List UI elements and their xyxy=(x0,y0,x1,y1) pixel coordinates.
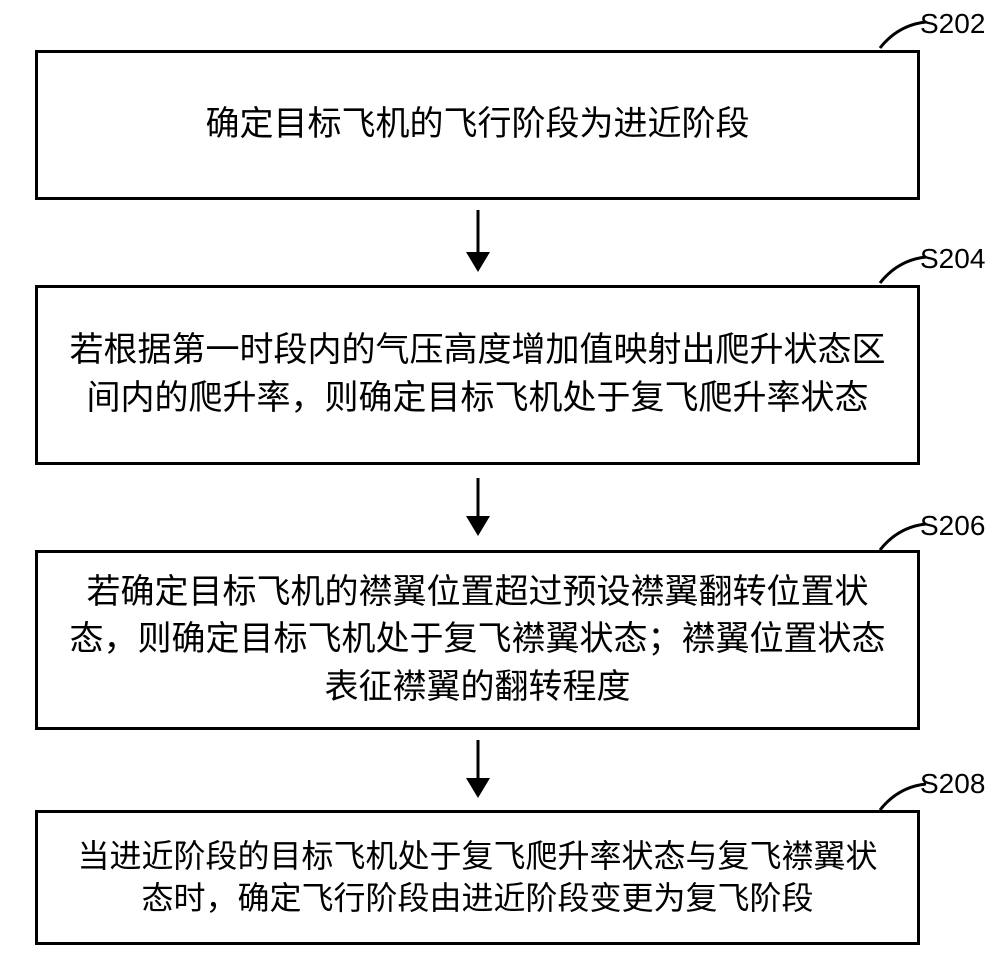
step-text-s202: 确定目标飞机的飞行阶段为进近阶段 xyxy=(68,101,887,149)
arrow-s202-s204 xyxy=(458,210,498,275)
flowchart-canvas: 确定目标飞机的飞行阶段为进近阶段 S202 若根据第一时段内的气压高度增加值映射… xyxy=(0,0,1000,958)
step-text-s206: 若确定目标飞机的襟翼位置超过预设襟翼翻转位置状态，则确定目标飞机处于复飞襟翼状态… xyxy=(68,569,887,712)
arrow-s206-s208 xyxy=(458,740,498,800)
step-box-s204: 若根据第一时段内的气压高度增加值映射出爬升状态区间内的爬升率，则确定目标飞机处于… xyxy=(35,285,920,465)
step-box-s208: 当进近阶段的目标飞机处于复飞爬升率状态与复飞襟翼状态时，确定飞行阶段由进近阶段变… xyxy=(35,810,920,945)
step-label-s204: S204 xyxy=(920,243,985,275)
step-box-s202: 确定目标飞机的飞行阶段为进近阶段 xyxy=(35,50,920,200)
arrow-s204-s206 xyxy=(458,478,498,538)
step-box-s206: 若确定目标飞机的襟翼位置超过预设襟翼翻转位置状态，则确定目标飞机处于复飞襟翼状态… xyxy=(35,550,920,730)
step-label-s206: S206 xyxy=(920,510,985,542)
step-text-s208: 当进近阶段的目标飞机处于复飞爬升率状态与复飞襟翼状态时，确定飞行阶段由进近阶段变… xyxy=(68,836,887,919)
step-label-s202: S202 xyxy=(920,8,985,40)
step-label-s208: S208 xyxy=(920,768,985,800)
step-text-s204: 若根据第一时段内的气压高度增加值映射出爬升状态区间内的爬升率，则确定目标飞机处于… xyxy=(68,327,887,422)
